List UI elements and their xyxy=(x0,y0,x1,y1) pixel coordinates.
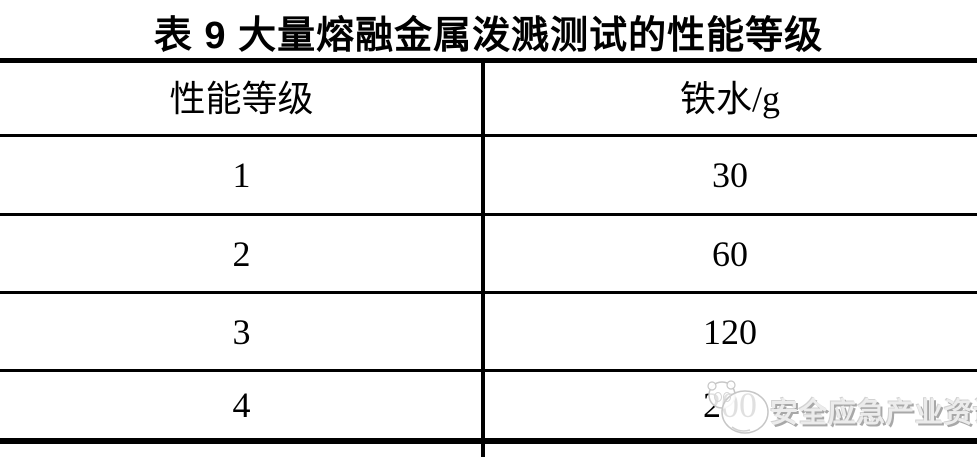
iron-cell: 60 xyxy=(712,233,748,274)
grade-cell: 4 xyxy=(232,385,251,425)
table-header-row: 性能等级 铁水/g xyxy=(0,63,977,134)
iron-cell: 30 xyxy=(712,155,748,195)
header-separator-line xyxy=(0,134,977,137)
grade-cell: 3 xyxy=(232,311,251,352)
column-divider-line xyxy=(481,58,485,457)
table-row: 1 30 xyxy=(0,137,977,213)
grade-cell: 2 xyxy=(232,233,251,274)
grade-cell: 1 xyxy=(232,155,251,195)
panda-mascot-icon xyxy=(707,380,769,434)
row-separator-line xyxy=(0,369,977,372)
table-title: 表 9 大量熔融金属泼溅测试的性能等级 xyxy=(153,14,824,57)
row-separator-line xyxy=(0,213,977,216)
column-header-grade: 性能等级 xyxy=(169,78,314,119)
row-separator-line xyxy=(0,291,977,294)
watermark-text: 安全应急产业资讯 xyxy=(770,397,977,428)
iron-cell: 120 xyxy=(703,311,757,352)
table-bottom-border xyxy=(0,438,977,444)
column-header-iron: 铁水/g xyxy=(679,78,780,119)
table-row: 3 120 xyxy=(0,294,977,369)
table-top-border xyxy=(0,58,977,63)
table-row: 2 60 xyxy=(0,216,977,291)
